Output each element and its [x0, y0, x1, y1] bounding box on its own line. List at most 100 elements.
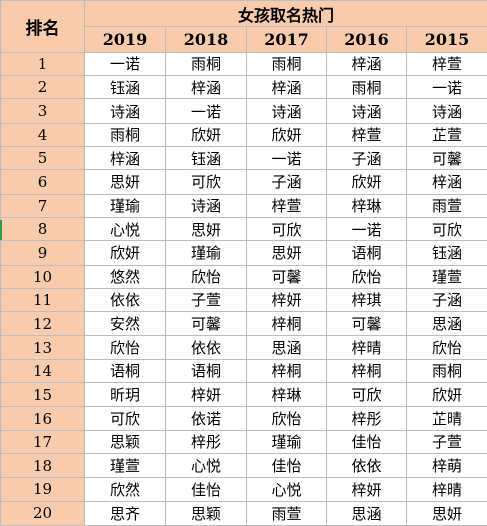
name-cell[interactable]: 雨桐	[84, 122, 166, 148]
name-cell[interactable]: 子萱	[405, 429, 487, 454]
name-cell[interactable]: 梓涵	[246, 75, 327, 100]
name-cell[interactable]: 梓晴	[326, 335, 407, 360]
name-cell[interactable]: 梓彤	[165, 429, 247, 454]
name-cell[interactable]: 思妍	[84, 169, 166, 195]
name-cell[interactable]: 佳怡	[326, 429, 407, 454]
name-cell[interactable]: 可欣	[326, 382, 407, 408]
rank-cell[interactable]: 17	[0, 429, 85, 454]
name-cell[interactable]: 诗涵	[165, 193, 247, 218]
name-cell[interactable]: 钰涵	[165, 146, 247, 171]
name-cell[interactable]: 梓晴	[405, 477, 487, 502]
name-cell[interactable]: 依诺	[165, 406, 247, 431]
rank-cell[interactable]: 16	[0, 406, 85, 431]
name-cell[interactable]: 梓琳	[246, 382, 327, 408]
rank-cell[interactable]: 10	[0, 264, 85, 289]
name-cell[interactable]: 可馨	[246, 264, 327, 289]
year-header[interactable]: 2017	[246, 26, 327, 53]
year-header[interactable]: 2019	[84, 26, 166, 53]
name-cell[interactable]: 雨萱	[405, 193, 487, 218]
name-cell[interactable]: 雨萱	[246, 500, 327, 526]
name-cell[interactable]: 思涵	[326, 500, 407, 526]
name-cell[interactable]: 梓涵	[405, 169, 487, 195]
name-cell[interactable]: 可欣	[165, 169, 247, 195]
name-cell[interactable]: 梓萌	[405, 452, 487, 479]
name-cell[interactable]: 梓琳	[326, 193, 407, 218]
name-cell[interactable]: 瑾瑜	[165, 240, 247, 266]
name-cell[interactable]: 一诺	[246, 146, 327, 171]
rank-cell[interactable]: 3	[0, 98, 85, 124]
name-cell[interactable]: 瑾萱	[84, 452, 166, 479]
name-cell[interactable]: 可欣	[405, 216, 487, 242]
rank-header[interactable]: 排名	[0, 0, 85, 53]
name-cell[interactable]: 欣妍	[405, 382, 487, 408]
name-cell[interactable]: 语桐	[165, 358, 247, 384]
year-header[interactable]: 2018	[165, 26, 247, 53]
rank-cell[interactable]: 19	[0, 477, 85, 502]
name-cell[interactable]: 子涵	[246, 169, 327, 195]
name-cell[interactable]: 可欣	[246, 216, 327, 242]
name-cell[interactable]: 欣怡	[405, 335, 487, 360]
name-cell[interactable]: 思齐	[84, 500, 166, 526]
rank-cell[interactable]: 18	[0, 452, 85, 479]
name-cell[interactable]: 瑾瑜	[246, 429, 327, 454]
name-cell[interactable]: 瑾萱	[405, 264, 487, 289]
name-cell[interactable]: 心悦	[246, 477, 327, 502]
name-cell[interactable]: 欣怡	[326, 264, 407, 289]
name-cell[interactable]: 梓妍	[246, 287, 327, 313]
name-cell[interactable]: 思妍	[165, 216, 247, 242]
name-cell[interactable]: 可欣	[84, 406, 166, 431]
name-cell[interactable]: 梓妍	[326, 477, 407, 502]
rank-cell[interactable]: 9	[0, 240, 85, 266]
name-cell[interactable]: 心悦	[84, 216, 166, 242]
name-cell[interactable]: 梓萱	[405, 51, 487, 77]
name-cell[interactable]: 雨桐	[165, 51, 247, 77]
name-cell[interactable]: 钰涵	[405, 240, 487, 266]
name-cell[interactable]: 佳怡	[246, 452, 327, 479]
name-cell[interactable]: 语桐	[326, 240, 407, 266]
name-cell[interactable]: 欣妍	[84, 240, 166, 266]
name-cell[interactable]: 一诺	[165, 98, 247, 124]
name-cell[interactable]: 欣然	[84, 477, 166, 502]
rank-cell[interactable]: 14	[0, 358, 85, 384]
name-cell[interactable]: 雨桐	[326, 75, 407, 100]
name-cell[interactable]: 欣妍	[246, 122, 327, 148]
rank-cell[interactable]: 11	[0, 287, 85, 313]
name-cell[interactable]: 一诺	[84, 51, 166, 77]
rank-cell[interactable]: 4	[0, 122, 85, 148]
name-cell[interactable]: 梓桐	[246, 358, 327, 384]
name-cell[interactable]: 欣怡	[165, 264, 247, 289]
name-cell[interactable]: 子涵	[326, 146, 407, 171]
name-cell[interactable]: 梓琪	[326, 287, 407, 313]
name-cell[interactable]: 钰涵	[84, 75, 166, 100]
name-cell[interactable]: 思涵	[246, 335, 327, 360]
name-cell[interactable]: 梓涵	[326, 51, 407, 77]
rank-cell[interactable]: 20	[0, 500, 85, 526]
rank-cell[interactable]: 2	[0, 75, 85, 100]
rank-cell[interactable]: 13	[0, 335, 85, 360]
name-cell[interactable]: 依依	[326, 452, 407, 479]
name-cell[interactable]: 可馨	[405, 146, 487, 171]
rank-cell[interactable]: 5	[0, 146, 85, 171]
name-cell[interactable]: 心悦	[165, 452, 247, 479]
name-cell[interactable]: 思涵	[405, 311, 487, 337]
name-cell[interactable]: 诗涵	[405, 98, 487, 124]
rank-cell[interactable]: 15	[0, 382, 85, 408]
name-cell[interactable]: 诗涵	[326, 98, 407, 124]
name-cell[interactable]: 一诺	[405, 75, 487, 100]
name-cell[interactable]: 佳怡	[165, 477, 247, 502]
name-cell[interactable]: 欣妍	[326, 169, 407, 195]
name-cell[interactable]: 雨桐	[405, 358, 487, 384]
name-cell[interactable]: 芷萱	[405, 122, 487, 148]
name-cell[interactable]: 欣怡	[246, 406, 327, 431]
name-cell[interactable]: 悠然	[84, 264, 166, 289]
name-cell[interactable]: 梓桐	[326, 358, 407, 384]
name-cell[interactable]: 依依	[84, 287, 166, 313]
rank-cell[interactable]: 7	[0, 193, 85, 218]
name-cell[interactable]: 可馨	[326, 311, 407, 337]
name-cell[interactable]: 梓萱	[326, 122, 407, 148]
name-cell[interactable]: 梓彤	[326, 406, 407, 431]
name-cell[interactable]: 梓涵	[165, 75, 247, 100]
year-header[interactable]: 2016	[326, 26, 407, 53]
rank-cell[interactable]: 1	[0, 51, 85, 77]
table-title[interactable]: 女孩取名热门	[83, 0, 487, 28]
